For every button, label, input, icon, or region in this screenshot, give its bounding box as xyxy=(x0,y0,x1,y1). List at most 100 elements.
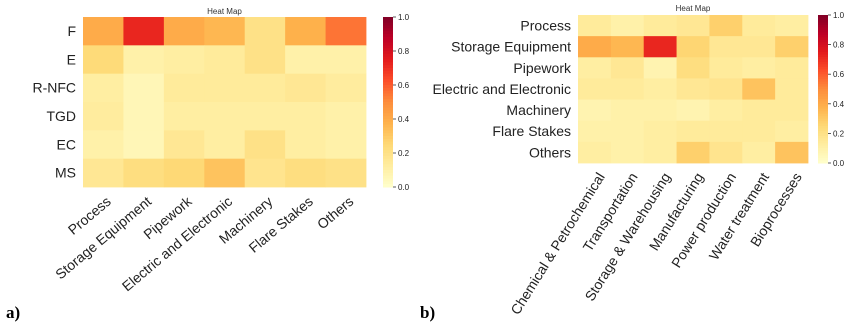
heatmap-cell-r-nfc-others xyxy=(325,73,367,103)
colorbar-segment xyxy=(383,93,393,97)
panel-label-b: b) xyxy=(420,303,435,322)
heatmap-cell-ec-flare-stakes xyxy=(285,130,326,160)
heatmap-cell-tgd-flare-stakes xyxy=(285,102,326,131)
colorbar-segment xyxy=(818,22,828,26)
heatmap-cell-others-transportation xyxy=(610,141,645,164)
heatmap-cell-ec-electric-and-electronic xyxy=(204,130,246,160)
heatmap-cell-ms-flare-stakes xyxy=(285,158,326,188)
colorbar-segment xyxy=(818,84,828,88)
heatmap-cell-flare-stakes-storage-warehousing xyxy=(643,120,677,143)
heatmap-cell-ms-machinery xyxy=(244,158,286,188)
colorbar-segment xyxy=(383,167,393,171)
colorbar-tick-label: 0.4 xyxy=(398,115,410,124)
row-label-ec: EC xyxy=(57,136,76,152)
row-label-r-nfc: R-NFC xyxy=(32,80,76,96)
colorbar-segment xyxy=(818,39,828,43)
heatmap-cell-pipework-manufacturing xyxy=(676,57,710,79)
heatmap-cell-tgd-electric-and-electronic xyxy=(204,102,246,131)
heatmap-cell-electric-and-electronic-bioprocesses xyxy=(775,78,809,100)
colorbar-segment xyxy=(818,64,828,68)
colorbar-segment xyxy=(818,66,828,70)
colorbar-segment xyxy=(383,178,393,182)
colorbar-segment xyxy=(383,17,393,21)
colorbar-segment xyxy=(818,138,828,142)
colorbar-segment xyxy=(818,89,828,92)
heatmap-cell-pipework-chemical-petrochemical xyxy=(578,57,612,79)
colorbar: 0.0 0.2 0.4 0.6 0.8 1.0 xyxy=(383,13,410,192)
row-label-machinery: Machinery xyxy=(506,102,571,118)
heatmap-cell-f-flare-stakes xyxy=(285,17,326,46)
colorbar-segment xyxy=(818,103,828,107)
colorbar-segment xyxy=(818,126,828,129)
colorbar-segment xyxy=(818,54,828,58)
colorbar-segment xyxy=(383,76,393,80)
heatmap-cell-flare-stakes-manufacturing xyxy=(676,120,710,143)
colorbar-segment xyxy=(818,19,828,23)
colorbar-segment xyxy=(383,51,393,55)
colorbar-segment xyxy=(383,99,393,103)
colorbar-segment xyxy=(383,19,393,24)
colorbar-segment xyxy=(818,15,828,18)
heatmap-cell-flare-stakes-chemical-petrochemical xyxy=(578,120,612,143)
heatmap-cell-ec-machinery xyxy=(244,130,286,160)
colorbar-segment xyxy=(383,144,393,148)
heatmap-panel-b: Heat Map Process Storage Equipment Pipework… xyxy=(432,4,844,317)
heatmap-cell-machinery-chemical-petrochemical xyxy=(578,99,612,122)
row-label-tgd: TGD xyxy=(46,108,76,124)
heatmap-cell-process-water-treatment xyxy=(742,15,776,37)
heatmap-cell-pipework-bioprocesses xyxy=(775,57,809,79)
heatmap-cell-machinery-storage-warehousing xyxy=(643,99,677,122)
colorbar-segment xyxy=(383,155,393,160)
row-label-storage-equipment: Storage Equipment xyxy=(451,39,571,55)
colorbar-tick-label: 0.2 xyxy=(398,149,410,158)
heatmap-cell-others-chemical-petrochemical xyxy=(578,141,612,164)
heatmap-cell-storage-equipment-manufacturing xyxy=(676,36,710,58)
colorbar-tick-label: 0.0 xyxy=(833,159,844,168)
colorbar-segment xyxy=(383,90,393,94)
colorbar-tick-label: 1.0 xyxy=(398,13,410,22)
colorbar-segment xyxy=(818,111,828,115)
colorbar-segment xyxy=(383,42,393,46)
colorbar-segment xyxy=(818,143,828,147)
heatmap-cell-machinery-power-production xyxy=(709,99,743,122)
colorbar-segment xyxy=(818,130,828,134)
colorbar-segment xyxy=(818,86,828,90)
colorbar-tick-label: 0.6 xyxy=(398,81,410,90)
colorbar: 0.0 0.2 0.4 0.6 0.8 1.0 xyxy=(818,11,844,168)
colorbar-segment xyxy=(818,160,828,164)
heatmap-cell-f-storage-equipment xyxy=(123,17,165,46)
heatmap-cell-ms-storage-equipment xyxy=(123,158,165,188)
heatmap-cell-f-pipework xyxy=(163,17,205,46)
heatmap-cell-r-nfc-process xyxy=(83,73,124,103)
colorbar-segment xyxy=(383,53,393,58)
colorbar-segment xyxy=(818,158,828,162)
heatmap-cell-storage-equipment-storage-warehousing xyxy=(643,36,677,58)
heatmap-cell-storage-equipment-power-production xyxy=(709,36,743,58)
row-label-e: E xyxy=(67,51,76,67)
colorbar-segment xyxy=(818,116,828,120)
heatmap-cell-r-nfc-storage-equipment xyxy=(123,73,165,103)
colorbar-segment xyxy=(383,107,393,111)
heatmap-cell-f-electric-and-electronic xyxy=(204,17,246,46)
heatmap-cell-pipework-power-production xyxy=(709,57,743,79)
colorbar-segment xyxy=(818,155,828,159)
colorbar-segment xyxy=(818,56,828,60)
colorbar-segment xyxy=(818,135,828,139)
heatmap-cell-electric-and-electronic-chemical-petrochemical xyxy=(578,78,612,100)
colorbar-segment xyxy=(383,181,393,185)
colorbar-segment xyxy=(818,98,828,102)
colorbar-segment xyxy=(818,74,828,78)
colorbar-segment xyxy=(818,34,828,38)
colorbar-segment xyxy=(383,87,393,92)
colorbar-segment xyxy=(383,158,393,162)
row-label-f: F xyxy=(67,23,76,39)
colorbar-segment xyxy=(383,136,393,140)
heatmap-cell-f-process xyxy=(83,17,124,46)
heatmap-cell-pipework-water-treatment xyxy=(742,57,776,79)
colorbar-segment xyxy=(383,141,393,145)
colorbar-segment xyxy=(383,68,393,72)
heatmap-cell-e-machinery xyxy=(244,45,286,75)
colorbar-segment xyxy=(818,121,828,125)
